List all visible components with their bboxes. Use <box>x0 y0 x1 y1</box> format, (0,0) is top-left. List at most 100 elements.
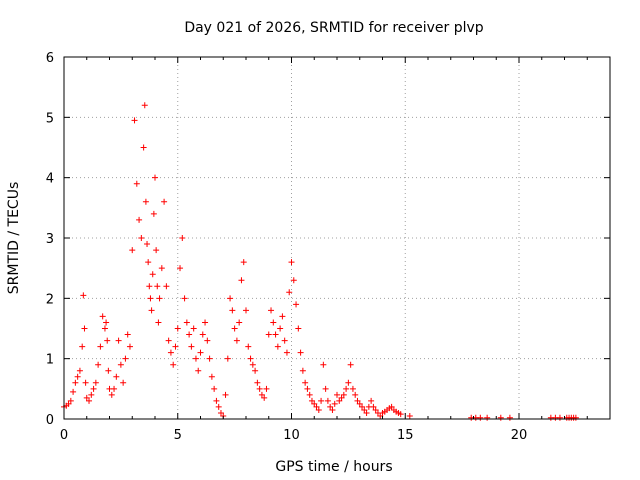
data-point <box>149 271 156 278</box>
x-tick-label: 5 <box>174 428 182 443</box>
data-point <box>161 198 168 205</box>
data-point <box>497 414 504 421</box>
data-point <box>140 144 147 151</box>
data-point <box>277 325 284 332</box>
data-point <box>363 409 370 416</box>
data-point <box>174 325 181 332</box>
data-point <box>477 414 484 421</box>
data-point <box>183 319 190 326</box>
data-point <box>295 325 302 332</box>
data-point <box>352 391 359 398</box>
data-point <box>76 367 83 374</box>
data-point <box>105 367 112 374</box>
data-point <box>211 385 218 392</box>
data-point <box>92 379 99 386</box>
data-point <box>156 295 163 302</box>
data-point <box>240 259 247 266</box>
data-point <box>83 394 90 401</box>
data-point <box>370 403 377 410</box>
data-point <box>142 198 149 205</box>
data-point <box>117 361 124 368</box>
y-axis-label: SRMTID / TECUs <box>6 182 22 295</box>
data-point <box>103 319 110 326</box>
data-point <box>206 355 213 362</box>
data-point <box>347 361 354 368</box>
data-point <box>299 367 306 374</box>
data-point <box>320 361 327 368</box>
chart-title: Day 021 of 2026, SRMTID for receiver plv… <box>184 20 483 36</box>
data-point <box>152 174 158 181</box>
data-point <box>170 361 177 368</box>
data-point <box>361 406 368 413</box>
data-point <box>172 343 179 350</box>
data-point <box>224 355 231 362</box>
data-point <box>308 397 315 404</box>
data-point <box>177 265 184 272</box>
data-point <box>322 385 329 392</box>
x-tick-label: 0 <box>60 428 68 443</box>
data-point <box>144 241 151 248</box>
data-point <box>506 414 513 421</box>
data-point <box>324 397 331 404</box>
data-point <box>288 259 295 266</box>
data-point <box>145 259 152 266</box>
data-point <box>343 385 350 392</box>
data-point <box>329 406 336 413</box>
data-point <box>154 283 161 290</box>
data-point <box>120 379 127 386</box>
data-point <box>484 414 491 421</box>
data-point <box>217 409 224 416</box>
data-point <box>133 180 140 187</box>
data-point <box>126 343 133 350</box>
data-point <box>238 277 245 284</box>
data-point <box>111 385 118 392</box>
data-point <box>388 403 395 410</box>
data-point <box>86 397 93 404</box>
data-point <box>377 412 384 419</box>
data-point <box>274 343 281 350</box>
data-point <box>181 295 188 302</box>
data-point <box>141 102 148 109</box>
x-axis-label: GPS time / hours <box>275 459 392 475</box>
data-point <box>331 400 338 407</box>
data-point <box>190 325 197 332</box>
data-point <box>192 355 199 362</box>
data-point <box>81 325 88 332</box>
data-point <box>336 397 343 404</box>
data-point <box>95 361 102 368</box>
data-point <box>338 394 345 401</box>
y-tick-label: 3 <box>46 232 54 247</box>
data-point <box>356 400 363 407</box>
data-point <box>297 349 304 356</box>
data-point <box>340 391 347 398</box>
data-point <box>270 319 277 326</box>
y-tick-label: 4 <box>46 172 54 187</box>
data-point <box>231 325 238 332</box>
data-point <box>146 283 153 290</box>
data-point <box>158 265 165 272</box>
data-point <box>368 397 375 404</box>
data-point <box>258 391 265 398</box>
data-point <box>148 307 155 314</box>
data-point <box>186 331 193 338</box>
data-point <box>245 343 252 350</box>
data-point <box>124 331 131 338</box>
data-point <box>249 361 256 368</box>
data-point <box>315 406 322 413</box>
axis-ticks: 0 5 10 15 20 0 1 2 3 4 5 6 <box>46 51 610 443</box>
data-point <box>572 414 579 421</box>
data-point <box>115 337 122 344</box>
data-point <box>131 117 138 124</box>
data-point <box>293 301 300 308</box>
y-tick-label: 6 <box>46 51 54 66</box>
data-point <box>147 295 154 302</box>
data-point <box>208 373 215 380</box>
data-point <box>279 313 286 320</box>
data-point <box>359 403 366 410</box>
data-point <box>283 349 290 356</box>
x-tick-label: 20 <box>511 428 528 443</box>
data-point <box>263 385 270 392</box>
y-tick-label: 2 <box>46 292 54 307</box>
data-point <box>327 403 334 410</box>
data-point <box>261 394 268 401</box>
